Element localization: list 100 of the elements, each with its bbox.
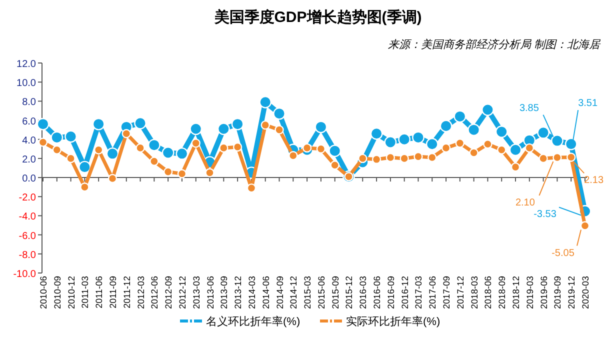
x-tick-label: 2016-06 bbox=[372, 276, 382, 310]
point bbox=[52, 145, 62, 154]
x-tick-label: 2015-03 bbox=[302, 276, 313, 310]
y-tick-label: 0.0 bbox=[22, 174, 36, 185]
point bbox=[246, 183, 256, 193]
annotation: -5.05 bbox=[552, 248, 575, 259]
point bbox=[428, 152, 437, 162]
x-tick-label: 2010-09 bbox=[52, 276, 62, 310]
point bbox=[36, 118, 50, 130]
x-tick-label: 2011-03 bbox=[80, 276, 90, 308]
point bbox=[260, 120, 270, 130]
x-tick-label: 2012-03 bbox=[136, 276, 146, 310]
point bbox=[552, 152, 562, 162]
point bbox=[302, 143, 312, 153]
y-tick-label: -2.0 bbox=[18, 192, 36, 204]
point bbox=[219, 143, 228, 153]
point bbox=[148, 138, 160, 152]
x-tick-label: 2016-09 bbox=[386, 276, 396, 310]
x-tick-label: 2015-12 bbox=[344, 276, 354, 310]
x-tick-label: 2012-12 bbox=[177, 276, 188, 310]
annotation: 2.13 bbox=[584, 175, 604, 186]
y-tick-label: 4.0 bbox=[22, 135, 36, 146]
x-tick-label: 2013-12 bbox=[233, 276, 244, 310]
y-tick-label: 6.0 bbox=[22, 116, 36, 128]
point bbox=[163, 167, 173, 176]
point bbox=[440, 120, 452, 132]
point bbox=[191, 138, 200, 148]
point bbox=[370, 127, 383, 140]
point bbox=[38, 138, 48, 147]
point bbox=[231, 118, 244, 130]
x-tick-label: 2010-12 bbox=[66, 276, 76, 310]
point bbox=[358, 154, 368, 164]
point bbox=[190, 122, 202, 136]
x-tick-label: 2015-06 bbox=[316, 276, 326, 310]
legend-label: 名义环比折年率(%) bbox=[206, 315, 300, 328]
x-tick-label: 2011-09 bbox=[108, 276, 118, 308]
point bbox=[66, 154, 76, 164]
x-tick-label: 2014-03 bbox=[246, 276, 257, 310]
y-tick-label: -10.0 bbox=[13, 269, 36, 280]
point bbox=[412, 131, 424, 144]
point bbox=[509, 144, 522, 156]
point bbox=[426, 138, 438, 150]
point bbox=[328, 144, 342, 158]
point bbox=[372, 154, 382, 164]
point bbox=[134, 116, 146, 130]
point bbox=[274, 125, 284, 134]
x-tick-label: 2013-06 bbox=[205, 276, 216, 310]
x-tick-label: 2019-06 bbox=[538, 276, 549, 310]
point bbox=[177, 169, 187, 178]
x-tick-label: 2015-09 bbox=[330, 276, 340, 310]
point bbox=[454, 110, 466, 123]
point bbox=[259, 96, 272, 108]
x-tick-label: 2012-06 bbox=[150, 276, 160, 310]
x-tick-label: 2010-06 bbox=[38, 276, 48, 310]
point bbox=[162, 146, 174, 159]
annotation: 3.85 bbox=[519, 102, 540, 114]
y-tick-label: 2.0 bbox=[22, 154, 36, 166]
x-tick-label: 2017-12 bbox=[455, 276, 466, 310]
point bbox=[538, 154, 548, 164]
x-tick-label: 2019-12 bbox=[566, 276, 577, 310]
point bbox=[94, 145, 104, 154]
point bbox=[537, 126, 550, 139]
x-tick-label: 2019-09 bbox=[552, 276, 563, 310]
x-tick-label: 2016-03 bbox=[358, 276, 368, 310]
point bbox=[217, 122, 230, 136]
x-tick-label: 2018-12 bbox=[511, 276, 522, 310]
x-tick-label: 2011-12 bbox=[122, 276, 132, 308]
point bbox=[441, 143, 451, 153]
x-tick-label: 2013-09 bbox=[219, 276, 230, 310]
y-tick-label: -6.0 bbox=[18, 230, 36, 242]
point bbox=[384, 136, 397, 148]
point bbox=[288, 150, 298, 160]
point bbox=[108, 174, 118, 184]
x-tick-label: 2014-06 bbox=[260, 276, 271, 310]
point bbox=[566, 152, 576, 162]
x-tick-label: 2012-09 bbox=[164, 276, 174, 310]
x-tick-label: 2020-03 bbox=[580, 276, 590, 310]
point bbox=[80, 182, 90, 192]
point bbox=[205, 168, 214, 178]
point bbox=[524, 143, 534, 153]
point bbox=[386, 152, 396, 162]
point bbox=[176, 147, 188, 160]
point bbox=[150, 156, 159, 166]
point bbox=[483, 140, 492, 149]
x-tick-label: 2014-12 bbox=[288, 276, 299, 310]
point bbox=[232, 142, 242, 152]
point bbox=[400, 154, 409, 164]
x-tick-label: 2017-03 bbox=[414, 276, 424, 310]
x-tick-label: 2017-09 bbox=[442, 276, 452, 310]
y-tick-label: -8.0 bbox=[18, 250, 36, 261]
x-tick-label: 2014-09 bbox=[274, 276, 285, 310]
y-tick-label: 12.0 bbox=[16, 59, 36, 70]
point bbox=[316, 144, 326, 154]
point bbox=[136, 143, 145, 153]
x-tick-label: 2018-06 bbox=[483, 276, 494, 310]
point bbox=[92, 118, 105, 130]
chart-title: 美国季度GDP增长趋势图(季调) bbox=[213, 8, 422, 26]
annotation: 3.51 bbox=[578, 98, 598, 110]
point bbox=[495, 126, 508, 138]
point bbox=[122, 129, 131, 138]
